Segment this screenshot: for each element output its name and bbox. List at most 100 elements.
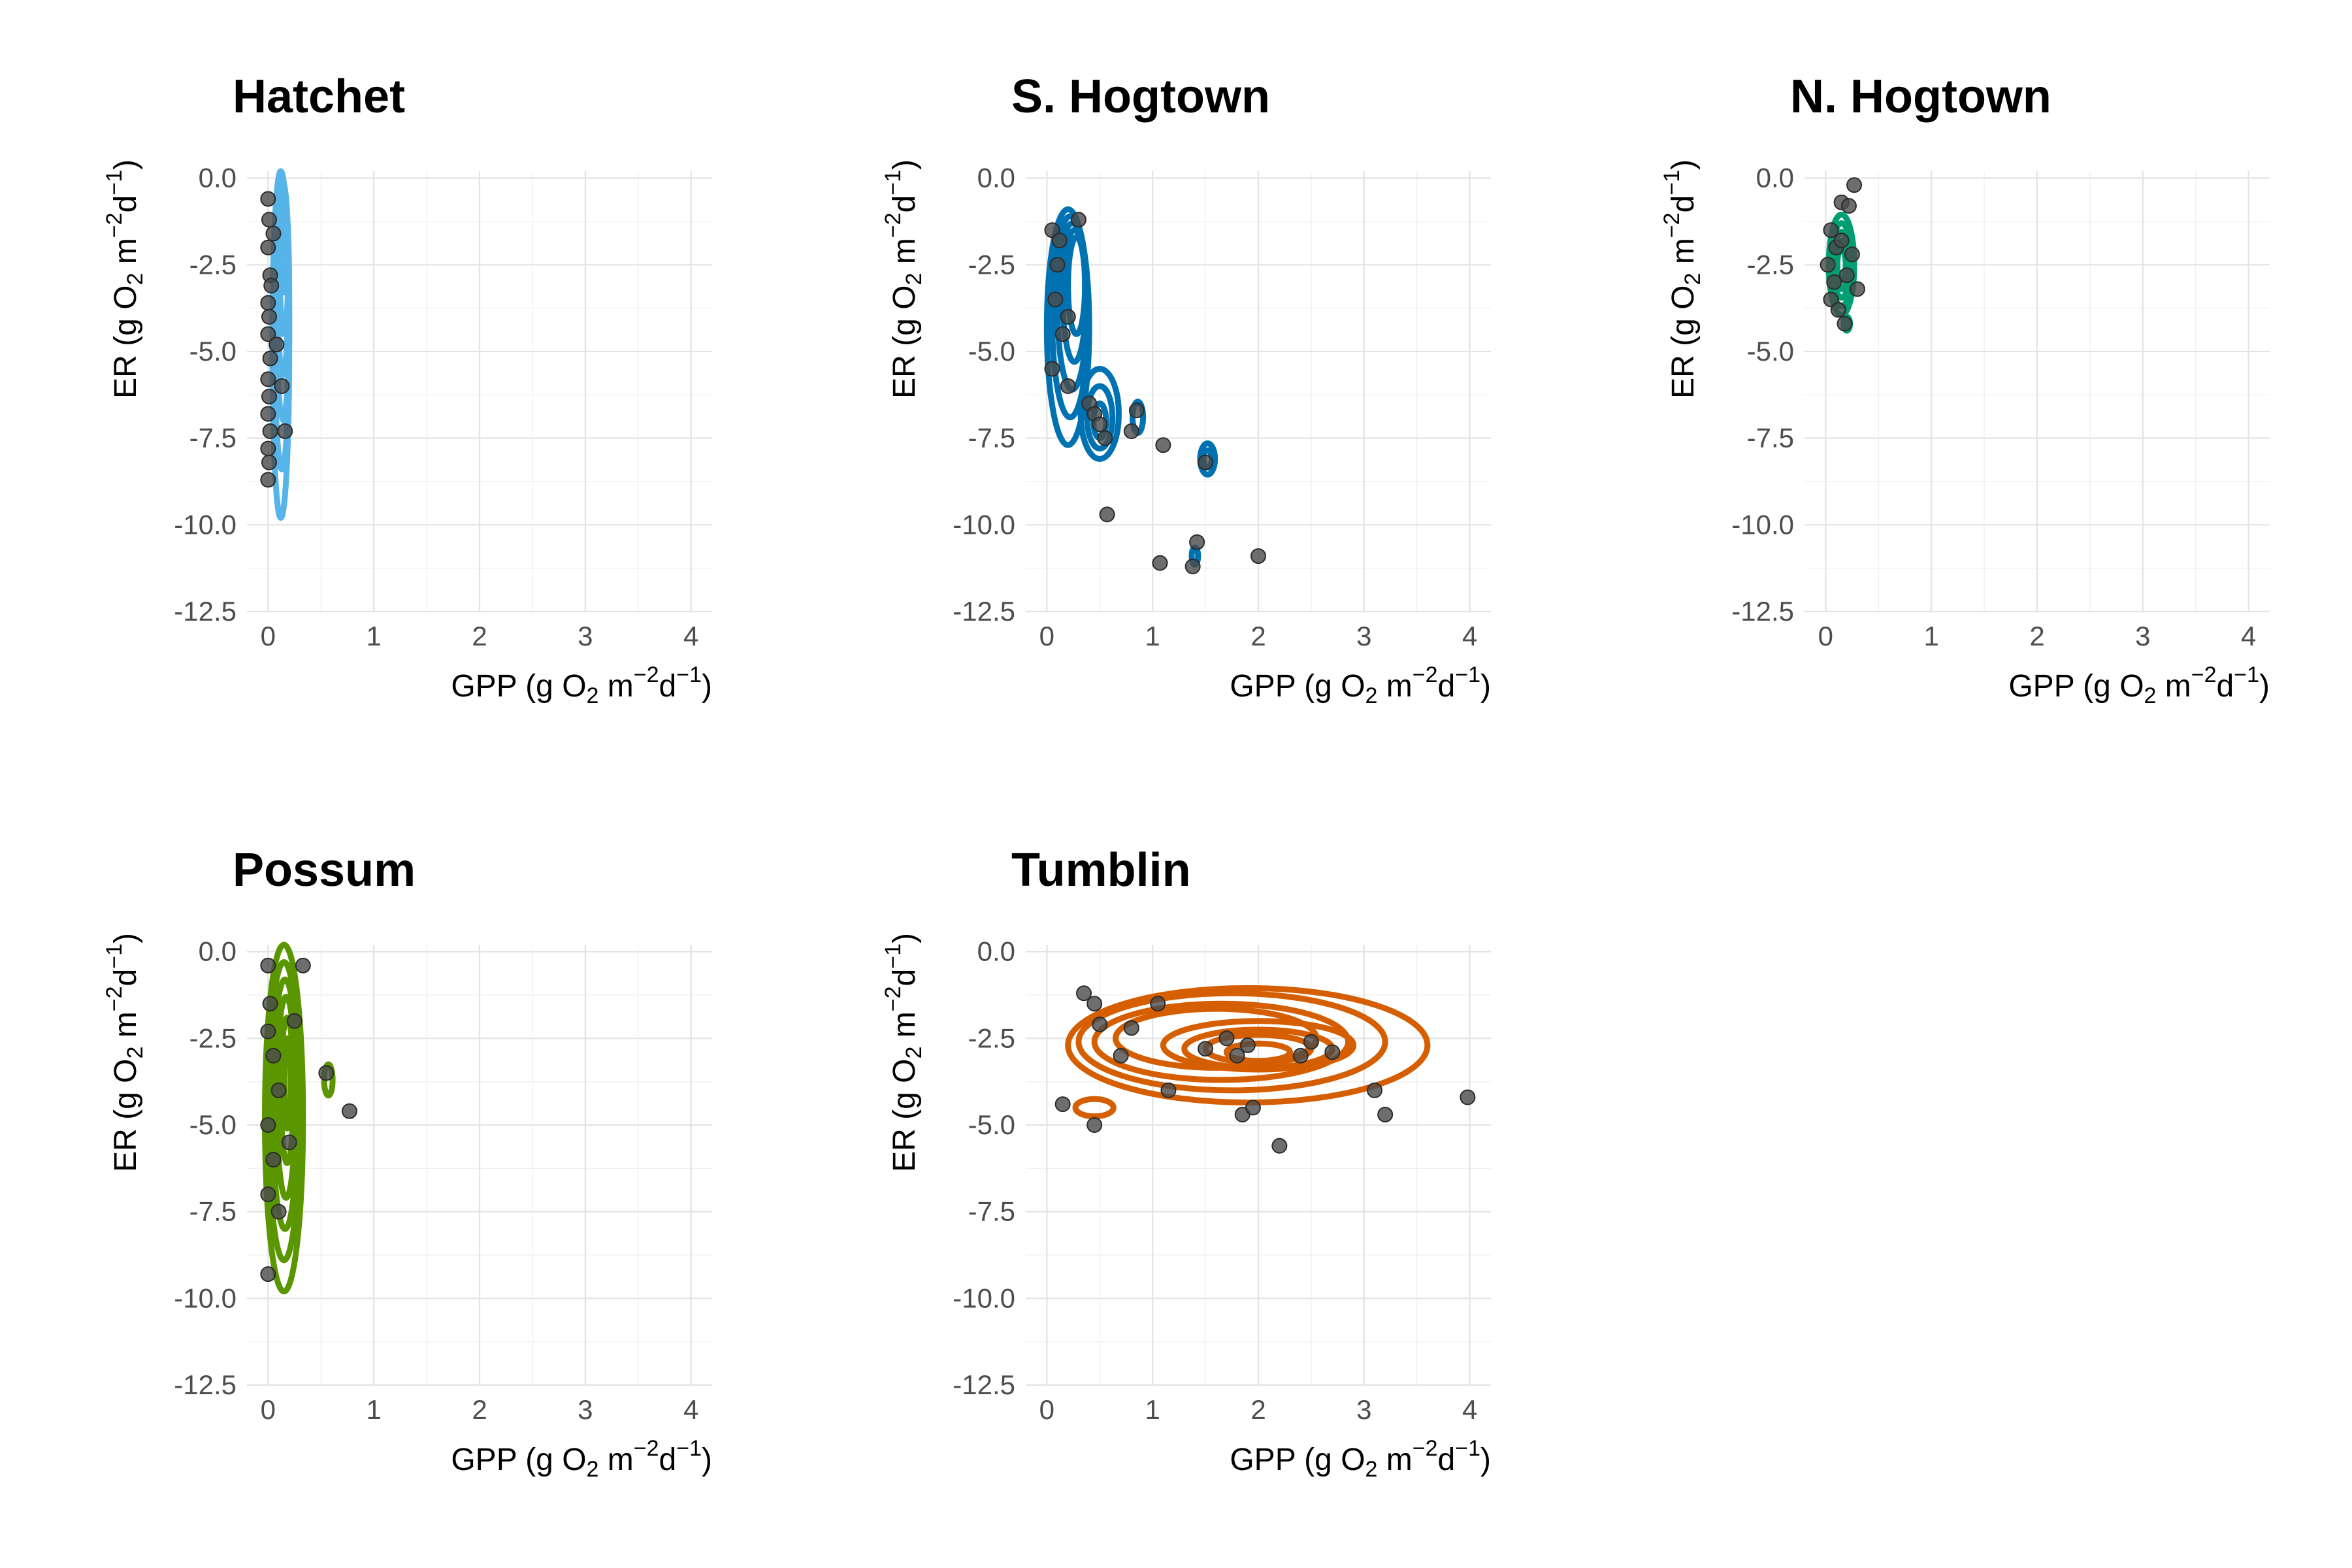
x-axis-title-sub: 2: [2144, 683, 2157, 708]
data-point: [261, 212, 277, 228]
y-axis-title-mid: d: [887, 195, 922, 213]
y-axis-title-sup2: −1: [102, 170, 127, 195]
x-tick-label: 4: [1462, 1394, 1477, 1425]
y-tick-label: -2.5: [189, 249, 237, 280]
x-axis-title-mid: d: [659, 1443, 677, 1477]
x-tick-label: 1: [367, 621, 382, 651]
data-point: [286, 1013, 302, 1029]
data-point: [274, 378, 290, 395]
x-tick-label: 4: [2241, 621, 2256, 651]
y-axis-title: ER (g O2 m−2d−1): [881, 933, 926, 1172]
y-axis-title-unit: m: [1666, 238, 1701, 272]
data-point: [1044, 361, 1060, 377]
data-point: [260, 1266, 276, 1282]
data-point: [1838, 267, 1855, 284]
x-axis-title-end: ): [2259, 669, 2270, 704]
x-axis-title-sup2: −1: [1455, 1436, 1480, 1461]
y-tick-label: -5.0: [189, 336, 237, 367]
x-tick-label: 2: [1250, 1394, 1266, 1425]
y-tick-label: -10.0: [1731, 509, 1794, 540]
panel-title: Possum: [233, 844, 416, 896]
data-point: [1198, 454, 1214, 470]
y-axis-title-end: ): [887, 159, 922, 170]
x-axis-title-unit: m: [2156, 669, 2191, 704]
data-point: [260, 1023, 276, 1039]
panel-n-hogtown: N. Hogtown 0 1 2 3 4 0.0 -2.5 -5.0 -7.5 -10.0 -12.5…: [1659, 71, 2270, 708]
data-point: [1152, 555, 1168, 571]
data-point: [261, 454, 277, 470]
y-axis-title-mid: d: [1666, 195, 1701, 213]
data-point: [1303, 1034, 1319, 1050]
y-axis-title-end: ): [108, 933, 143, 943]
x-axis-title-sub: 2: [1365, 1457, 1378, 1482]
data-point: [1250, 548, 1266, 564]
panel-title: N. Hogtown: [1790, 71, 2051, 123]
y-axis-title-sub: 2: [902, 1047, 926, 1059]
x-axis-title-main: GPP (g O: [451, 669, 586, 704]
y-axis-title-sup2: −1: [102, 943, 127, 969]
density-contour: [281, 1035, 293, 1132]
y-tick-label: 0.0: [1756, 163, 1794, 193]
x-tick-label: 3: [1356, 1394, 1371, 1425]
data-point: [1837, 316, 1853, 332]
data-point: [260, 239, 276, 255]
x-tick-label: 1: [1145, 621, 1160, 651]
x-axis-title-main: GPP (g O: [1230, 1443, 1365, 1477]
data-point: [1113, 1047, 1129, 1064]
y-tick-label: -2.5: [1747, 249, 1794, 280]
y-axis-title-mid: d: [887, 969, 922, 987]
x-tick-label: 4: [683, 1394, 698, 1425]
y-axis-title-end: ): [1666, 159, 1701, 170]
density-contour: [278, 182, 289, 257]
y-axis-title: ER (g O2 m−2d−1): [881, 159, 926, 399]
data-point: [265, 1047, 282, 1064]
x-axis-title-unit: m: [1377, 1443, 1412, 1477]
data-point: [1324, 1044, 1341, 1060]
data-point: [260, 191, 276, 207]
y-axis-title-sup1: −2: [881, 986, 906, 1011]
x-axis-title-mid: d: [2217, 669, 2234, 704]
y-tick-label: -2.5: [189, 1022, 237, 1053]
y-tick-label: -10.0: [174, 1282, 237, 1313]
data-point: [1054, 326, 1071, 342]
data-point: [260, 406, 276, 422]
x-axis-title-sup1: −2: [1413, 1436, 1438, 1461]
y-axis-title-sub: 2: [123, 1047, 148, 1059]
y-axis-title-unit: m: [108, 1011, 143, 1046]
density-contour: [1075, 990, 1388, 1094]
data-point: [1184, 559, 1201, 575]
y-axis-title-main: ER (g O: [887, 1058, 922, 1171]
data-point: [1245, 1100, 1261, 1116]
data-point: [1054, 1096, 1071, 1113]
x-axis-title-sup2: −1: [2234, 662, 2259, 687]
x-axis-title-end: ): [702, 669, 712, 704]
x-axis-title-sub: 2: [587, 1457, 599, 1482]
y-axis-title-sub: 2: [1680, 273, 1705, 286]
panel-s-hogtown: S. Hogtown 0 1 2 3 4 0.0 -2.5 -5.0 -7.5 -10.0 -12.5…: [881, 71, 1491, 708]
data-point: [1092, 1017, 1108, 1033]
data-point: [295, 957, 311, 973]
x-tick-label: 0: [1039, 1394, 1054, 1425]
y-tick-label: 0.0: [199, 936, 237, 967]
x-axis-title-sup2: −1: [1455, 662, 1480, 687]
panel-title: Tumblin: [1011, 844, 1191, 896]
data-point: [260, 371, 276, 387]
x-axis-title-mid: d: [659, 669, 677, 704]
y-tick-label: -12.5: [1731, 596, 1794, 627]
panel-tumblin: Tumblin 0 1 2 3 4 0.0 -2.5 -5.0 -7.5 -10.0 -12.5 GPP…: [881, 844, 1491, 1482]
data-point: [1292, 1047, 1309, 1064]
data-point: [1229, 1047, 1245, 1064]
data-point: [260, 1186, 276, 1203]
y-tick-label: -12.5: [174, 596, 237, 627]
y-axis-title-mid: d: [108, 195, 143, 213]
y-axis-title-unit: m: [887, 238, 922, 272]
data-point: [260, 472, 276, 488]
density-contour: [1084, 383, 1116, 452]
x-axis-title-unit: m: [598, 669, 633, 704]
y-tick-label: 0.0: [977, 936, 1015, 967]
x-tick-label: 3: [2135, 621, 2150, 651]
data-point: [262, 350, 278, 367]
y-axis-title-end: ): [108, 159, 143, 170]
data-point: [1060, 378, 1076, 395]
